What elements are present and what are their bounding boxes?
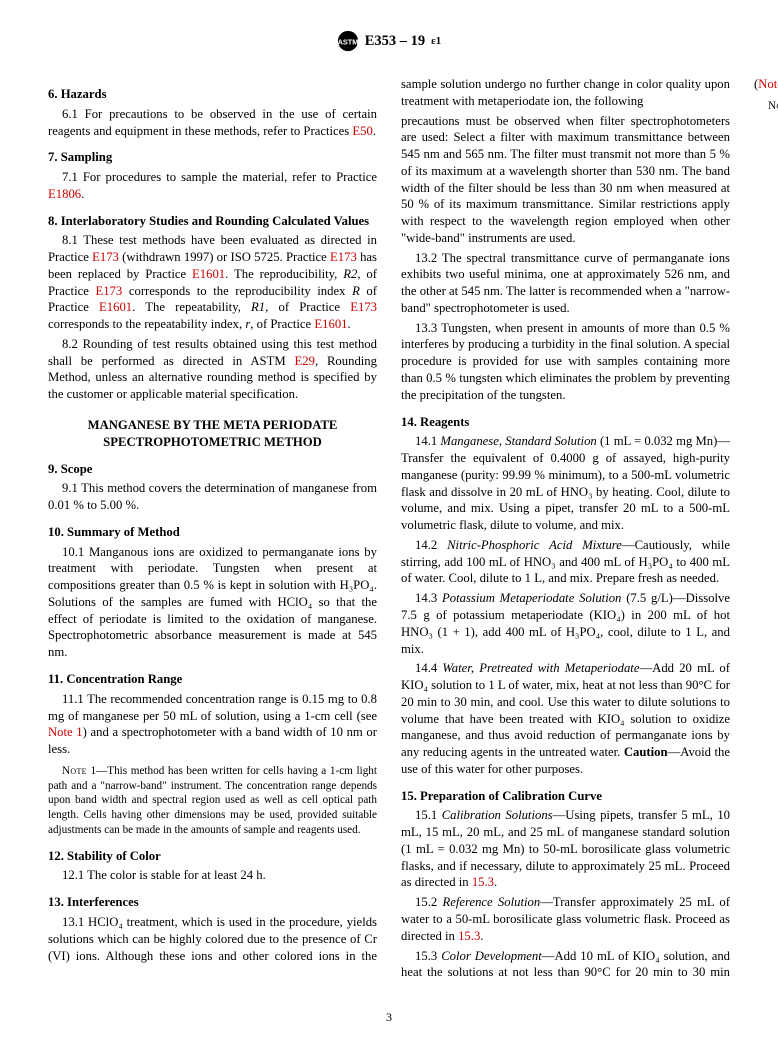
sec-11-head: 11. Concentration Range bbox=[48, 671, 377, 688]
ref-e173-b: E173 bbox=[330, 250, 357, 264]
ref-e173-c: E173 bbox=[95, 284, 122, 298]
sec-14-1: 14.1 Manganese, Standard Solution (1 mL … bbox=[401, 433, 730, 534]
ref-e1806: E1806 bbox=[48, 187, 81, 201]
note-2: Note 2—Immersing the flasks in a boiling… bbox=[754, 99, 778, 114]
sec-6-head: 6. Hazards bbox=[48, 86, 377, 103]
sec-14-2: 14.2 Nitric-Phosphoric Acid Mixture—Caut… bbox=[401, 537, 730, 587]
sec-11-1: 11.1 The recommended concentration range… bbox=[48, 691, 377, 758]
ref-e50: E50 bbox=[352, 124, 372, 138]
ref-note1: Note 1 bbox=[48, 725, 83, 739]
ref-e29: E29 bbox=[294, 354, 314, 368]
astm-logo: ASTM bbox=[337, 30, 359, 52]
sec-15-head: 15. Preparation of Calibration Curve bbox=[401, 788, 730, 805]
ref-e1601-a: E1601 bbox=[192, 267, 225, 281]
designation: E353 – 19 bbox=[365, 33, 425, 50]
sec-7-1: 7.1 For procedures to sample the materia… bbox=[48, 169, 377, 203]
sec-12-head: 12. Stability of Color bbox=[48, 848, 377, 865]
method-title: MANGANESE BY THE META PERIODATE SPECTROP… bbox=[48, 417, 377, 451]
ref-e1601-b: E1601 bbox=[99, 300, 132, 314]
note-1: Note 1—This method has been written for … bbox=[48, 764, 377, 838]
sec-15-1: 15.1 Calibration Solutions—Using pipets,… bbox=[401, 807, 730, 891]
ref-e173-d: E173 bbox=[350, 300, 377, 314]
sec-6-1: 6.1 For precautions to be observed in th… bbox=[48, 106, 377, 140]
sec-8-2: 8.2 Rounding of test results obtained us… bbox=[48, 336, 377, 403]
sec-8-1: 8.1 These test methods have been evaluat… bbox=[48, 232, 377, 333]
ref-15-3-a: 15.3 bbox=[472, 875, 494, 889]
sec-7-head: 7. Sampling bbox=[48, 149, 377, 166]
svg-text:ASTM: ASTM bbox=[337, 38, 358, 47]
sec-13-2: 13.2 The spectral transmittance curve of… bbox=[401, 250, 730, 317]
sec-9-head: 9. Scope bbox=[48, 461, 377, 478]
sec-13-3: 13.3 Tungsten, when present in amounts o… bbox=[401, 320, 730, 404]
sec-10-1: 10.1 Manganous ions are oxidized to perm… bbox=[48, 544, 377, 661]
page-number: 3 bbox=[0, 1010, 778, 1025]
sec-14-3: 14.3 Potassium Metaperiodate Solution (7… bbox=[401, 590, 730, 657]
sec-15-2: 15.2 Reference Solution—Transfer approxi… bbox=[401, 894, 730, 944]
page-header: ASTM E353 – 19ε1 bbox=[48, 30, 730, 52]
ref-e1601-c: E1601 bbox=[314, 317, 347, 331]
sec-14-4: 14.4 Water, Pretreated with Metaperiodat… bbox=[401, 660, 730, 777]
sec-14-head: 14. Reagents bbox=[401, 414, 730, 431]
sec-13-1b: precautions must be observed when filter… bbox=[401, 113, 730, 247]
sec-12-1: 12.1 The color is stable for at least 24… bbox=[48, 867, 377, 884]
sec-9-1: 9.1 This method covers the determination… bbox=[48, 480, 377, 514]
ref-15-3-b: 15.3 bbox=[458, 929, 480, 943]
sec-10-head: 10. Summary of Method bbox=[48, 524, 377, 541]
sec-8-head: 8. Interlaboratory Studies and Rounding … bbox=[76, 213, 377, 230]
ref-e173-a: E173 bbox=[92, 250, 119, 264]
content-columns: 6. Hazards 6.1 For precautions to be obs… bbox=[48, 76, 730, 996]
sec-13-head: 13. Interferences bbox=[48, 894, 377, 911]
ref-note2: Note 2 bbox=[758, 77, 778, 91]
